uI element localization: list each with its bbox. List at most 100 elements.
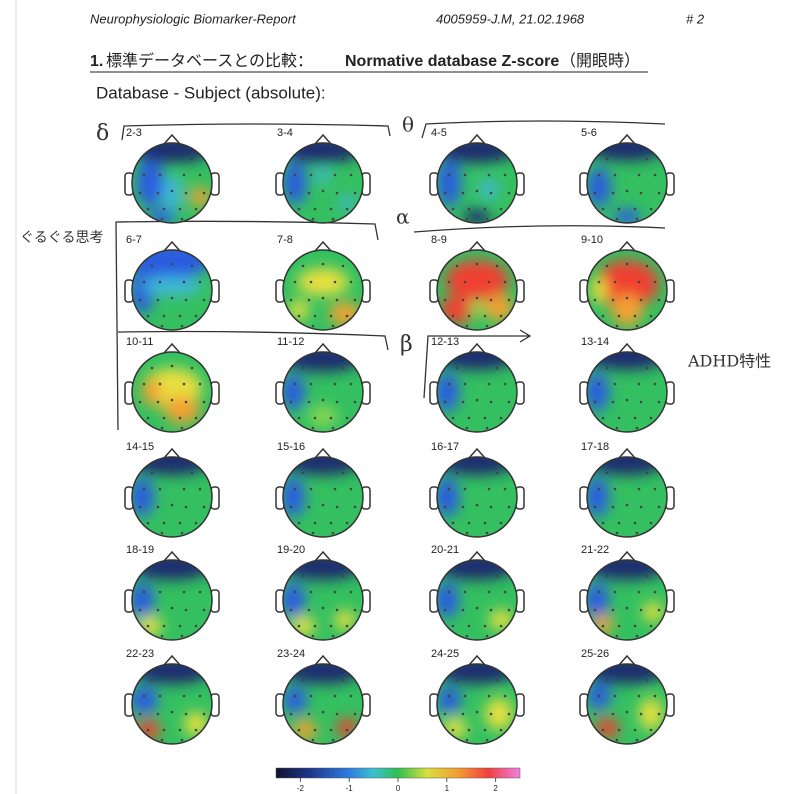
blob xyxy=(463,209,491,223)
electrode xyxy=(311,738,315,742)
electrode xyxy=(463,694,467,698)
blob xyxy=(283,143,363,163)
electrode xyxy=(335,712,339,716)
head-base xyxy=(587,352,667,432)
electrode xyxy=(593,608,597,612)
electrode xyxy=(601,624,605,628)
electrode xyxy=(625,155,629,159)
electrode xyxy=(475,296,479,300)
electrode xyxy=(475,155,479,159)
arrow xyxy=(423,329,532,399)
blob xyxy=(283,161,307,205)
annotation-theta: θ xyxy=(402,113,414,137)
electrode xyxy=(289,298,293,302)
electrode xyxy=(160,324,164,328)
blob xyxy=(591,276,607,304)
electrode xyxy=(178,521,182,525)
electrode xyxy=(194,207,198,211)
electrode xyxy=(158,694,162,698)
electrode xyxy=(341,471,345,475)
electrode xyxy=(321,296,325,300)
blobs xyxy=(437,560,517,630)
electrode xyxy=(146,728,150,732)
electrode xyxy=(293,694,297,698)
electrode xyxy=(625,503,629,507)
electrode xyxy=(611,505,615,509)
electrode xyxy=(615,738,619,742)
electrode xyxy=(180,531,184,535)
electrode xyxy=(475,503,479,507)
electrode xyxy=(289,400,293,404)
electrode xyxy=(649,624,653,628)
head-outline xyxy=(131,142,213,224)
electrode xyxy=(597,487,601,491)
electrode xyxy=(495,678,499,682)
topomap xyxy=(124,240,220,331)
electrode xyxy=(653,280,657,284)
electrode xyxy=(467,624,471,628)
electrode xyxy=(138,608,142,612)
blob xyxy=(309,406,337,426)
topomap xyxy=(275,133,371,224)
nose xyxy=(468,550,486,562)
map-label: 12-13 xyxy=(431,336,459,348)
electrode xyxy=(198,694,202,698)
topomap xyxy=(275,447,371,538)
electrode xyxy=(333,280,337,284)
electrode xyxy=(160,217,164,221)
electrode xyxy=(333,694,337,698)
electrode xyxy=(625,364,629,368)
topomap xyxy=(429,550,525,641)
electrode xyxy=(182,590,186,594)
electrode xyxy=(617,521,621,525)
electrode xyxy=(605,366,609,370)
electrode xyxy=(194,728,198,732)
electrode xyxy=(349,173,353,177)
topomap xyxy=(429,654,525,745)
electrode xyxy=(645,574,649,578)
blobs xyxy=(587,143,667,223)
electrode xyxy=(321,469,325,473)
electrode xyxy=(593,191,597,195)
electrode xyxy=(180,738,184,742)
blob xyxy=(587,582,609,618)
electrode xyxy=(463,382,467,386)
electrode xyxy=(202,298,206,302)
electrode xyxy=(198,382,202,386)
electrode xyxy=(443,191,447,195)
electrode xyxy=(597,382,601,386)
electrode xyxy=(601,314,605,318)
electrode xyxy=(345,728,349,732)
electrode xyxy=(593,505,597,509)
electrode xyxy=(639,608,643,612)
head-outline xyxy=(131,249,213,331)
electrode xyxy=(353,191,357,195)
electrode xyxy=(475,606,479,610)
electrode xyxy=(495,574,499,578)
blobs xyxy=(283,143,363,211)
electrode xyxy=(613,280,617,284)
electrode xyxy=(331,634,335,638)
electrode xyxy=(499,728,503,732)
electrode xyxy=(345,416,349,420)
electrode xyxy=(487,694,491,698)
electrode xyxy=(617,728,621,732)
electrode xyxy=(635,426,639,430)
electrode xyxy=(503,590,507,594)
electrode xyxy=(182,280,186,284)
electrode xyxy=(489,191,493,195)
electrode xyxy=(156,712,160,716)
electrode xyxy=(170,469,174,473)
electrode xyxy=(182,382,186,386)
electrode xyxy=(333,382,337,386)
electrode xyxy=(615,634,619,638)
electrode xyxy=(329,521,333,525)
electrode xyxy=(485,324,489,328)
electrode xyxy=(307,712,311,716)
electrode xyxy=(150,157,154,161)
blob xyxy=(587,664,667,684)
blob xyxy=(283,560,363,580)
electrode xyxy=(593,712,597,716)
topomap xyxy=(275,342,371,433)
map-fill xyxy=(283,457,363,537)
